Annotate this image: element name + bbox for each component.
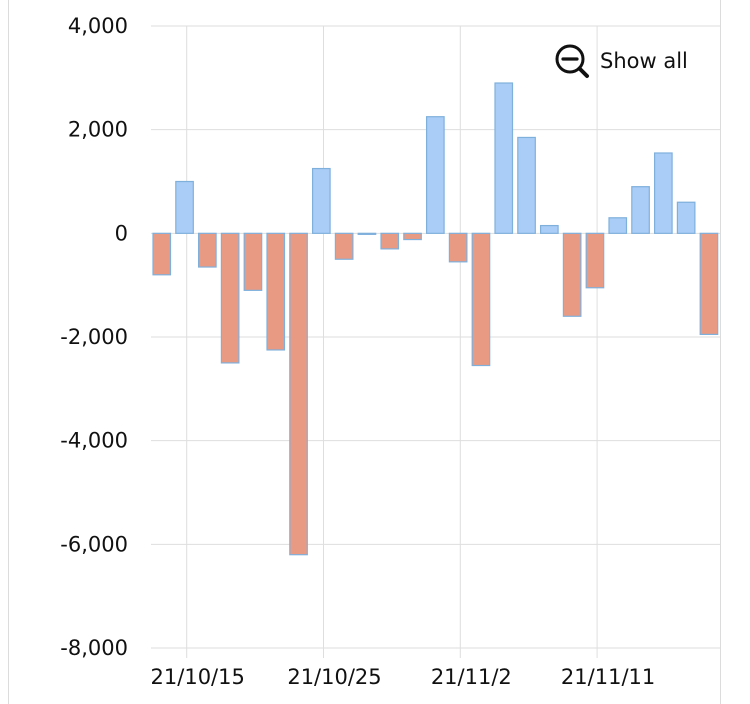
- frame-right-border: [720, 0, 721, 704]
- bar: [289, 232, 308, 556]
- bar: [403, 232, 422, 241]
- bar: [539, 224, 559, 234]
- bar: [357, 232, 377, 235]
- y-tick-label: -2,000: [60, 325, 128, 349]
- bar: [152, 232, 172, 276]
- bar: [426, 116, 445, 234]
- x-tick-label: 21/10/15: [151, 665, 245, 689]
- bar: [631, 186, 650, 234]
- y-tick-label: 0: [115, 221, 128, 245]
- bar: [676, 201, 696, 234]
- bar: [198, 232, 217, 268]
- show-all-label: Show all: [600, 49, 688, 73]
- bar: [175, 180, 194, 234]
- y-tick-label: 4,000: [68, 14, 128, 38]
- bar: [608, 217, 628, 234]
- frame-left-border: [8, 0, 9, 704]
- bar: [220, 232, 240, 364]
- y-tick-label: 2,000: [68, 118, 128, 142]
- bars: [152, 82, 719, 556]
- show-all-button[interactable]: Show all: [554, 44, 688, 78]
- zoom-out-icon: [554, 43, 590, 79]
- x-tick-label: 21/11/2: [431, 665, 512, 689]
- bar: [243, 232, 263, 291]
- bar: [266, 232, 286, 351]
- x-axis-ticks: 21/10/15 21/10/25 21/11/2 21/11/11: [151, 665, 656, 689]
- bar: [562, 232, 582, 317]
- y-tick-label: -4,000: [60, 429, 128, 453]
- y-axis-ticks: 4,000 2,000 0 -2,000 -4,000 -6,000 -8,000: [60, 14, 128, 660]
- x-tick-label: 21/11/11: [561, 665, 655, 689]
- bar: [380, 232, 400, 250]
- bar: [517, 136, 536, 234]
- bar: [471, 232, 491, 367]
- bar: [653, 152, 673, 234]
- bar: [699, 232, 719, 336]
- bar: [585, 232, 605, 289]
- y-tick-label: -6,000: [60, 532, 128, 556]
- y-tick-label: -8,000: [60, 636, 128, 660]
- bar: [494, 82, 514, 234]
- x-tick-label: 21/10/25: [287, 665, 381, 689]
- bar: [334, 232, 354, 260]
- bar: [448, 232, 468, 263]
- bar: [312, 167, 331, 234]
